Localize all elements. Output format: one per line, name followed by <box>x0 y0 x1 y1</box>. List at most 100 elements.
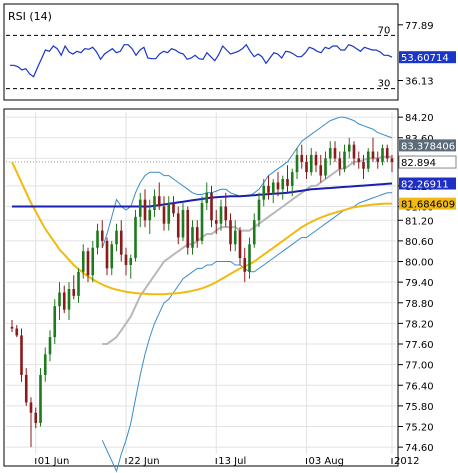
price-y-tick-label: 79.40 <box>405 278 434 289</box>
price-x-tick-label: 03 Aug <box>309 456 344 467</box>
moving-average-mid-line <box>11 161 392 296</box>
rsi-y-tick-label: 77.89 <box>405 21 434 32</box>
price-y-tick-label: 75.20 <box>405 423 434 434</box>
candle-up <box>205 192 209 204</box>
candle-down <box>238 230 242 259</box>
rsi-title: RSI (14) <box>8 10 52 23</box>
candle-down <box>286 179 289 186</box>
candle-up <box>53 306 57 338</box>
price-y-tick-label: 75.80 <box>405 402 434 413</box>
candle-down <box>62 292 66 310</box>
candle-down <box>214 220 218 224</box>
candle-down <box>162 206 166 224</box>
candle-up <box>39 374 42 424</box>
candle-down <box>172 203 175 214</box>
price-y-tick-label: 78.80 <box>405 299 434 310</box>
candle-up <box>148 209 152 221</box>
candle-up <box>77 271 80 296</box>
candle-down <box>333 148 337 159</box>
candle-down <box>243 258 247 272</box>
candle-down <box>186 209 190 248</box>
candle-down <box>24 374 28 403</box>
candle-up <box>328 148 332 159</box>
rsi-value-badge <box>399 51 456 64</box>
candle-up <box>129 258 133 265</box>
candle-down <box>176 213 180 238</box>
price-value-label: 82.26911 <box>401 180 449 191</box>
candle-down <box>352 144 356 159</box>
candle-down <box>376 158 380 162</box>
candle-up <box>248 244 251 272</box>
candle-up <box>181 209 185 238</box>
rsi-y-tick-label: 36.13 <box>405 76 434 87</box>
candle-up <box>58 292 61 307</box>
candle-up <box>219 206 223 224</box>
candle-down <box>390 158 394 162</box>
candle-down <box>357 158 361 162</box>
candle-up <box>295 154 299 173</box>
candle-up <box>91 247 95 276</box>
candle-up <box>96 230 99 248</box>
candle-down <box>157 196 161 207</box>
price-y-tick-label: 80.00 <box>405 258 434 269</box>
candle-down <box>29 402 33 413</box>
rsi-panel: RSI (14) 70 30 77.89 36.13 53.60714 <box>3 3 456 101</box>
candle-down <box>224 206 228 221</box>
rsi-level-label: 30 <box>378 79 391 90</box>
candle-down <box>105 240 109 269</box>
price-y-tick-label: 77.00 <box>405 361 434 372</box>
candle-up <box>233 230 237 245</box>
candle-up <box>191 227 194 248</box>
rsi-value-label: 53.60714 <box>401 53 449 64</box>
candle-down <box>100 230 104 241</box>
price-x-tick-label: 22 Jun <box>128 456 160 467</box>
price-y-tick-label: 81.20 <box>405 216 434 227</box>
candle-up <box>167 203 171 224</box>
candle-up <box>48 337 52 355</box>
candle-down <box>319 165 323 176</box>
price-y-tick-label: 74.60 <box>405 443 434 454</box>
candle-down <box>143 199 147 221</box>
candle-up <box>309 154 313 173</box>
candle-up <box>138 199 142 217</box>
candle-up <box>262 185 266 200</box>
candle-down <box>15 328 19 336</box>
price-value-badge <box>398 155 457 169</box>
candle-down <box>195 227 199 241</box>
price-y-tick-label: 84.20 <box>405 113 434 124</box>
candle-down <box>119 230 123 255</box>
candle-down <box>338 158 342 169</box>
candle-up <box>110 244 114 269</box>
price-value-label: 81.684609 <box>401 200 455 211</box>
candle-up <box>153 196 156 210</box>
price-value-badge <box>399 197 456 210</box>
candle-down <box>20 335 23 375</box>
candle-up <box>257 199 261 221</box>
candle-up <box>252 220 256 245</box>
candle-down <box>276 182 280 190</box>
candle-down <box>124 254 128 265</box>
candle-down <box>300 154 304 162</box>
candle-down <box>305 161 308 173</box>
candle-up <box>81 251 85 272</box>
price-y-tick-label: 80.60 <box>405 237 434 248</box>
candle-up <box>115 230 118 245</box>
candle-up <box>67 289 71 310</box>
candle-down <box>10 326 14 329</box>
candle-down <box>314 154 318 166</box>
candle-down <box>362 161 365 169</box>
candle-down <box>210 192 213 221</box>
price-panel-frame <box>3 108 399 467</box>
candle-down <box>72 289 76 296</box>
candle-up <box>290 172 294 186</box>
rsi-line <box>10 43 393 78</box>
candle-up <box>281 179 285 190</box>
candle-up <box>43 354 47 375</box>
candle-down <box>385 148 389 159</box>
candle-up <box>324 158 327 176</box>
price-y-tick-label: 77.60 <box>405 340 434 351</box>
candle-up <box>200 203 204 241</box>
candle-up <box>343 151 346 169</box>
candle-down <box>371 151 375 159</box>
candle-up <box>347 144 351 152</box>
